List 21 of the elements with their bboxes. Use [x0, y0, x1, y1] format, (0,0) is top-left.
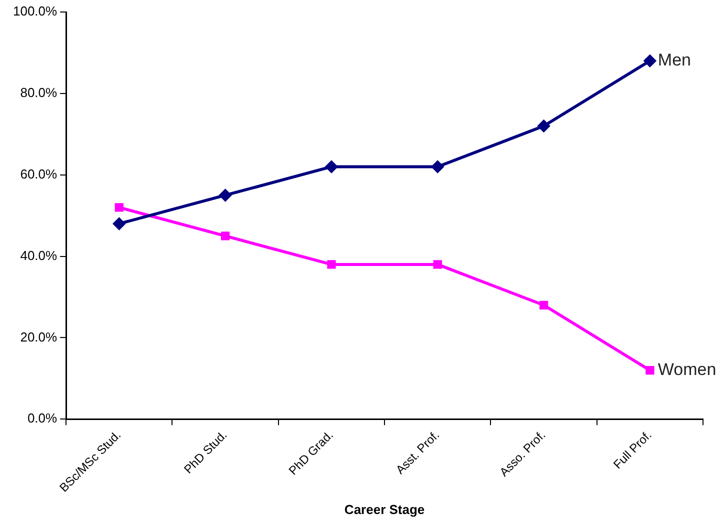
point — [538, 120, 550, 132]
point — [219, 189, 232, 202]
y-tick-label: 0.0% — [27, 410, 58, 426]
point — [433, 260, 442, 269]
y-tick-label: 80.0% — [20, 85, 58, 100]
series-label: Women — [658, 360, 716, 379]
y-tick-label: 60.0% — [20, 166, 58, 182]
x-axis-title: Career Stage — [344, 502, 425, 517]
y-tick-label: 20.0% — [20, 329, 58, 344]
point — [325, 160, 338, 173]
point — [327, 260, 336, 269]
point — [114, 203, 124, 212]
point — [113, 218, 126, 230]
series-label: Men — [658, 50, 691, 70]
y-tick-label: 40.0% — [20, 248, 58, 263]
point — [432, 160, 444, 173]
point — [646, 366, 654, 375]
point — [539, 300, 548, 310]
y-tick-label: 100.0% — [12, 4, 58, 19]
point — [220, 232, 230, 240]
point — [644, 54, 656, 67]
